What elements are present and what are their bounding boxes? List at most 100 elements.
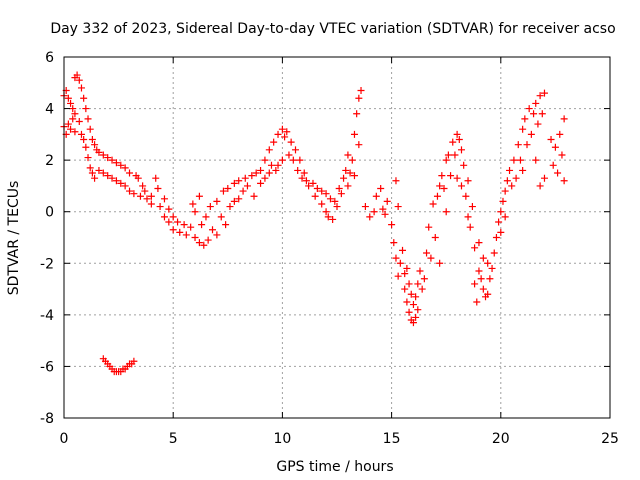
data-point: [344, 151, 352, 159]
data-point: [82, 143, 90, 151]
data-point: [554, 169, 562, 177]
data-point: [403, 264, 411, 272]
y-tick-label: -4: [40, 308, 54, 324]
data-point: [407, 290, 415, 298]
data-point: [331, 197, 339, 205]
data-point: [414, 280, 422, 288]
data-point: [532, 99, 540, 107]
data-point: [99, 151, 107, 159]
data-point: [473, 298, 481, 306]
data-point: [444, 151, 452, 159]
data-point: [311, 192, 319, 200]
data-point: [318, 187, 326, 195]
data-point: [401, 270, 409, 278]
data-point: [394, 272, 402, 280]
data-point: [257, 179, 265, 187]
data-point: [405, 280, 413, 288]
data-point: [350, 172, 358, 180]
data-point: [165, 205, 173, 213]
data-point: [488, 264, 496, 272]
data-point: [484, 259, 492, 267]
data-point: [361, 203, 369, 211]
data-point: [139, 182, 147, 190]
data-point: [510, 156, 518, 164]
data-point: [420, 275, 428, 283]
data-point: [355, 94, 363, 102]
data-point: [278, 125, 286, 133]
data-point: [217, 213, 225, 221]
data-point: [392, 177, 400, 185]
data-point: [265, 169, 273, 177]
data-point: [313, 185, 321, 193]
data-point: [519, 125, 527, 133]
data-point: [84, 154, 92, 162]
data-point: [274, 161, 282, 169]
data-point: [416, 267, 424, 275]
data-point: [261, 156, 269, 164]
y-tick-label: 2: [45, 153, 54, 169]
data-point: [348, 156, 356, 164]
data-point: [309, 179, 317, 187]
data-point: [475, 239, 483, 247]
data-point: [91, 141, 99, 149]
plot-frame: [63, 56, 611, 419]
data-point: [442, 156, 450, 164]
data-point: [241, 174, 249, 182]
data-point: [294, 166, 302, 174]
data-point: [409, 301, 417, 309]
data-point: [239, 187, 247, 195]
data-point: [527, 130, 535, 138]
data-point: [261, 174, 269, 182]
data-point: [333, 203, 341, 211]
data-point: [296, 156, 304, 164]
data-point: [377, 185, 385, 193]
axis-ticks: 0 5 10 15 20 25 -8 -6 -4 -2 0 2 4 6: [40, 50, 619, 447]
grid: [64, 57, 610, 418]
y-tick-label: 6: [45, 50, 54, 66]
data-point: [213, 197, 221, 205]
data-point: [187, 223, 195, 231]
data-point: [337, 190, 345, 198]
data-point: [174, 218, 182, 226]
x-axis-label: GPS time / hours: [276, 459, 393, 475]
data-point: [438, 172, 446, 180]
data-point: [355, 141, 363, 149]
data-point: [534, 120, 542, 128]
data-point: [453, 174, 461, 182]
chart-title: Day 332 of 2023, Sidereal Day-to-day VTE…: [50, 21, 615, 37]
data-point: [117, 161, 125, 169]
data-point: [257, 166, 265, 174]
data-point: [281, 133, 289, 141]
data-point: [560, 115, 568, 123]
data-point: [521, 115, 529, 123]
data-point: [344, 182, 352, 190]
data-point: [156, 203, 164, 211]
data-point: [80, 94, 88, 102]
data-point: [350, 130, 358, 138]
data-point: [108, 174, 116, 182]
data-point: [383, 197, 391, 205]
data-point: [224, 185, 232, 193]
data-point: [91, 174, 99, 182]
data-point: [226, 203, 234, 211]
data-point: [67, 99, 75, 107]
data-point: [486, 275, 494, 283]
data-point: [451, 151, 459, 159]
data-point: [230, 179, 238, 187]
data-point: [287, 138, 295, 146]
data-point: [121, 164, 129, 172]
data-point: [540, 174, 548, 182]
data-point: [88, 169, 96, 177]
x-tick-label: 5: [169, 431, 178, 447]
data-point: [436, 182, 444, 190]
data-point: [466, 223, 474, 231]
data-point: [538, 110, 546, 118]
y-axis-label: SDTVAR / TECUs: [6, 181, 22, 296]
data-point: [154, 185, 162, 193]
data-point: [530, 110, 538, 118]
data-point: [250, 192, 258, 200]
data-point: [130, 357, 138, 365]
data-point: [82, 105, 90, 113]
data-point: [388, 221, 396, 229]
